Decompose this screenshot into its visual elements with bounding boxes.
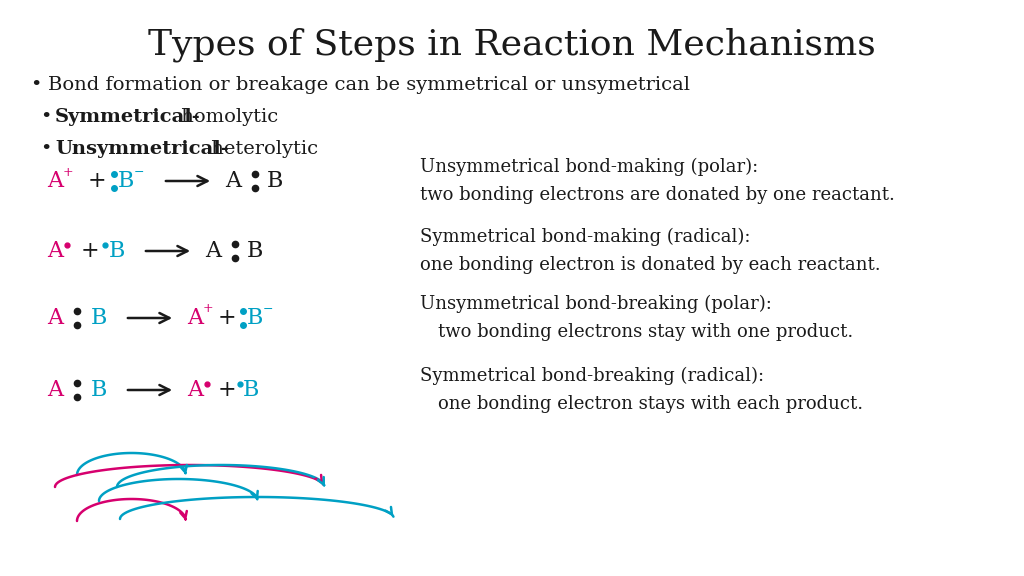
Text: A: A bbox=[205, 240, 221, 262]
Text: B: B bbox=[91, 379, 108, 401]
Text: Bond formation or breakage can be symmetrical or unsymetrical: Bond formation or breakage can be symmet… bbox=[48, 76, 690, 94]
Text: B: B bbox=[118, 170, 134, 192]
Text: two bonding electrons stay with one product.: two bonding electrons stay with one prod… bbox=[438, 323, 853, 341]
Text: one bonding electron is donated by each reactant.: one bonding electron is donated by each … bbox=[420, 256, 881, 274]
Text: −: − bbox=[263, 302, 273, 316]
Text: A: A bbox=[47, 240, 63, 262]
Text: +: + bbox=[62, 165, 74, 179]
Text: +: + bbox=[88, 170, 106, 192]
Text: B: B bbox=[109, 240, 125, 262]
Text: A: A bbox=[47, 170, 63, 192]
Text: Symmetrical bond-breaking (radical):: Symmetrical bond-breaking (radical): bbox=[420, 367, 764, 385]
Text: A: A bbox=[225, 170, 241, 192]
Text: •: • bbox=[40, 108, 51, 126]
Text: +: + bbox=[203, 302, 213, 316]
Text: Symmetrical-: Symmetrical- bbox=[55, 108, 201, 126]
Text: B: B bbox=[267, 170, 284, 192]
Text: Unsymmetrical-: Unsymmetrical- bbox=[55, 140, 228, 158]
Text: B: B bbox=[247, 307, 263, 329]
Text: +: + bbox=[218, 307, 237, 329]
Text: Symmetrical bond-making (radical):: Symmetrical bond-making (radical): bbox=[420, 228, 751, 246]
Text: +: + bbox=[81, 240, 99, 262]
Text: •: • bbox=[40, 140, 51, 158]
Text: B: B bbox=[243, 379, 259, 401]
Text: A: A bbox=[187, 379, 203, 401]
Text: −: − bbox=[134, 165, 144, 179]
Text: B: B bbox=[247, 240, 263, 262]
Text: heterolytic: heterolytic bbox=[205, 140, 318, 158]
Text: one bonding electron stays with each product.: one bonding electron stays with each pro… bbox=[438, 395, 863, 413]
Text: A: A bbox=[47, 379, 63, 401]
Text: •: • bbox=[30, 76, 41, 94]
Text: Unsymmetrical bond-breaking (polar):: Unsymmetrical bond-breaking (polar): bbox=[420, 295, 772, 313]
Text: Types of Steps in Reaction Mechanisms: Types of Steps in Reaction Mechanisms bbox=[148, 28, 876, 63]
Text: homolytic: homolytic bbox=[175, 108, 279, 126]
Text: B: B bbox=[91, 307, 108, 329]
Text: A: A bbox=[47, 307, 63, 329]
Text: Unsymmetrical bond-making (polar):: Unsymmetrical bond-making (polar): bbox=[420, 158, 758, 176]
Text: +: + bbox=[218, 379, 237, 401]
Text: A: A bbox=[187, 307, 203, 329]
Text: two bonding electrons are donated by one reactant.: two bonding electrons are donated by one… bbox=[420, 186, 895, 204]
